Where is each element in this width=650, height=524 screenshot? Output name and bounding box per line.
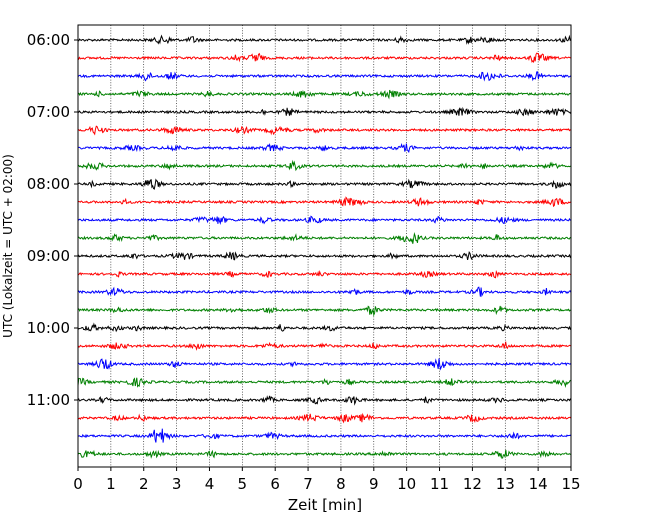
trace-1000	[77, 322, 572, 333]
trace-1015	[77, 340, 572, 351]
y-tick-label: 08:00	[27, 175, 70, 193]
x-tick-label: 11	[430, 475, 449, 493]
trace-1130	[77, 428, 572, 443]
traces	[77, 34, 572, 459]
trace-0600	[77, 34, 572, 45]
x-tick-label: 0	[73, 475, 83, 493]
y-tick-label: 09:00	[27, 247, 70, 265]
x-tick-label: 7	[303, 475, 313, 493]
y-tick-label: 11:00	[27, 391, 70, 409]
trace-0915	[77, 269, 572, 279]
trace-1145	[77, 449, 572, 459]
x-tick-label: 10	[397, 475, 416, 493]
trace-0700	[77, 106, 572, 117]
y-tick-label: 10:00	[27, 319, 70, 337]
trace-1100	[77, 395, 572, 406]
plot-area	[78, 25, 571, 467]
trace-0615	[77, 52, 572, 64]
x-axis: 0 1 2 3 4 5 6 7 8 9 10 11 12 13 14 15	[73, 467, 581, 493]
x-axis-label: Zeit [min]	[288, 496, 362, 514]
x-tick-label: 15	[561, 475, 580, 493]
x-tick-label: 5	[238, 475, 248, 493]
y-tick-label: 06:00	[27, 31, 70, 49]
trace-1030	[77, 358, 572, 371]
trace-0815	[77, 196, 572, 208]
y-axis-label: UTC (Lokalzeit = UTC + 02:00)	[1, 154, 15, 338]
x-tick-label: 3	[172, 475, 182, 493]
x-tick-label: 6	[270, 475, 280, 493]
trace-1115	[77, 412, 572, 424]
trace-0730	[77, 142, 572, 154]
y-tick-label: 07:00	[27, 103, 70, 121]
trace-0745	[77, 159, 572, 172]
x-tick-label: 4	[205, 475, 215, 493]
plot-frame	[77, 24, 572, 468]
trace-0845	[77, 231, 572, 244]
trace-0630	[77, 71, 572, 82]
trace-0930	[77, 286, 572, 298]
trace-0945	[77, 305, 572, 317]
trace-0800	[77, 178, 572, 190]
trace-0715	[77, 125, 572, 136]
x-tick-label: 9	[369, 475, 379, 493]
x-tick-label: 14	[529, 475, 548, 493]
trace-1045	[77, 377, 572, 388]
x-tick-label: 1	[106, 475, 116, 493]
trace-0830	[77, 215, 572, 225]
trace-0645	[77, 89, 572, 100]
x-tick-label: 12	[463, 475, 482, 493]
x-tick-label: 8	[336, 475, 346, 493]
grid-lines	[110, 25, 539, 467]
x-tick-label: 2	[139, 475, 149, 493]
x-tick-label: 13	[496, 475, 515, 493]
trace-0900	[77, 251, 572, 261]
y-axis: 06:00 07:00 08:00 09:00 10:00 11:00	[27, 31, 78, 409]
